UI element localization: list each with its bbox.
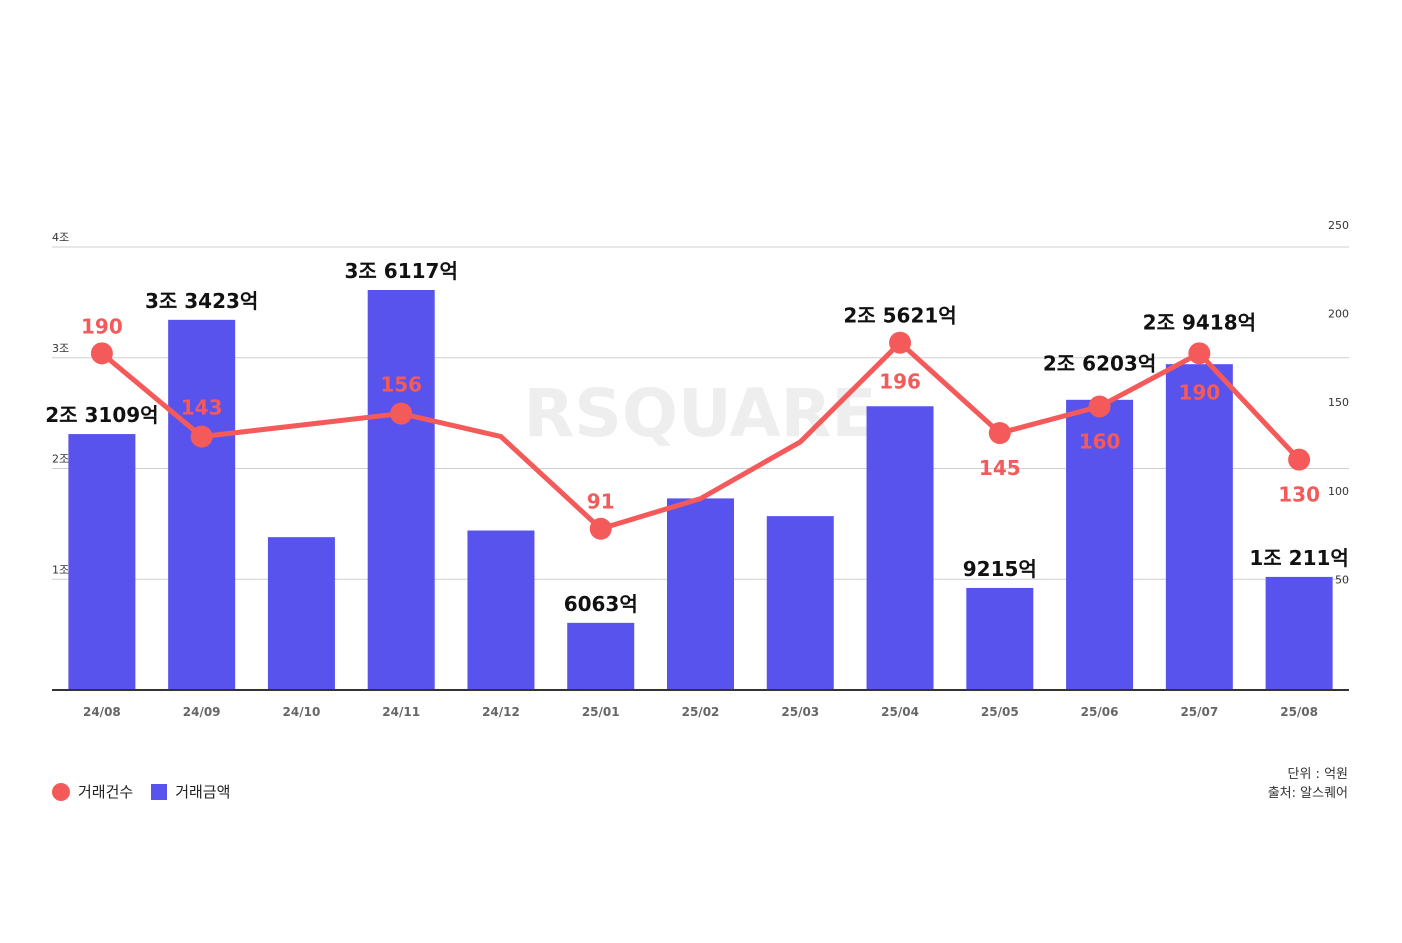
bar-value-label: 1조 211억 <box>1249 546 1348 570</box>
count-marker <box>1288 448 1311 471</box>
right-tick-label: 100 <box>1328 485 1349 498</box>
chart-notes: 단위 : 억원 출처: 알스퀘어 <box>1268 765 1348 803</box>
bar-value-label: 2조 6203억 <box>1043 351 1156 375</box>
count-marker <box>589 517 612 540</box>
bar <box>267 537 335 690</box>
x-tick-label: 25/05 <box>981 705 1019 719</box>
count-line <box>99 340 1302 532</box>
x-tick-label: 25/01 <box>582 705 620 719</box>
left-tick-label: 3조 <box>52 342 69 355</box>
bar <box>1165 364 1233 690</box>
bar-value-label: 2조 9418억 <box>1143 310 1256 334</box>
right-tick-label: 150 <box>1328 396 1349 409</box>
x-tick-label: 25/02 <box>682 705 720 719</box>
count-value-label: 190 <box>1178 380 1220 404</box>
unit-note: 단위 : 억원 <box>1287 767 1349 782</box>
count-marker <box>1188 342 1211 365</box>
x-tick-label: 24/11 <box>382 705 420 719</box>
left-tick-label: 4조 <box>52 231 69 244</box>
bar <box>1265 576 1333 690</box>
count-value-label: 156 <box>380 373 422 397</box>
legend-count-label: 거래건수 <box>78 783 134 801</box>
count-value-label: 160 <box>1079 429 1121 453</box>
bar <box>766 516 834 690</box>
x-tick-label: 24/10 <box>283 705 321 719</box>
bar-value-label: 2조 3109억 <box>45 403 158 427</box>
right-tick-label: 250 <box>1328 219 1349 232</box>
left-tick-label: 2조 <box>52 453 69 466</box>
bar-value-label: 6063억 <box>564 592 638 616</box>
count-marker <box>390 402 413 425</box>
count-value-label: 145 <box>979 456 1021 480</box>
count-value-label: 130 <box>1278 483 1320 507</box>
x-tick-label: 25/06 <box>1081 705 1119 719</box>
count-marker <box>889 331 912 354</box>
count-value-label: 196 <box>879 370 921 394</box>
bar <box>1066 399 1134 690</box>
count-value-label: 143 <box>181 396 223 420</box>
bar <box>367 290 435 690</box>
x-tick-label: 24/12 <box>482 705 520 719</box>
x-tick-label: 24/09 <box>183 705 221 719</box>
bar-value-label: 3조 3423억 <box>145 289 258 313</box>
legend: 거래건수 거래금액 <box>52 781 230 802</box>
legend-count-marker <box>52 782 70 801</box>
count-marker <box>90 342 113 365</box>
x-tick-label: 25/07 <box>1180 705 1218 719</box>
right-tick-label: 200 <box>1328 308 1349 321</box>
watermark: RSQUARE <box>523 375 876 452</box>
count-value-label: 190 <box>81 314 123 338</box>
count-marker <box>190 425 213 448</box>
legend-amount-marker <box>151 783 168 800</box>
legend-amount-label: 거래금액 <box>175 783 231 801</box>
bar <box>467 530 535 690</box>
count-value-label: 91 <box>587 490 615 514</box>
count-marker <box>988 422 1011 445</box>
bar <box>68 434 136 690</box>
x-tick-label: 24/08 <box>83 705 121 719</box>
bar-value-label: 2조 5621억 <box>843 304 956 328</box>
bar <box>168 319 236 690</box>
source-note: 출처: 알스퀘어 <box>1267 786 1348 801</box>
left-tick-label: 1조 <box>52 563 69 576</box>
x-tick-label: 25/04 <box>881 705 919 719</box>
bar <box>667 498 734 690</box>
bar <box>866 406 934 690</box>
bar <box>567 622 635 690</box>
bar <box>966 587 1034 690</box>
x-tick-label: 25/08 <box>1280 705 1318 719</box>
count-marker <box>1088 395 1111 418</box>
bar-value-label: 3조 6117억 <box>345 259 458 283</box>
x-tick-label: 25/03 <box>781 705 819 719</box>
bar-value-label: 9215억 <box>963 557 1037 581</box>
right-tick-label: 50 <box>1335 573 1349 586</box>
